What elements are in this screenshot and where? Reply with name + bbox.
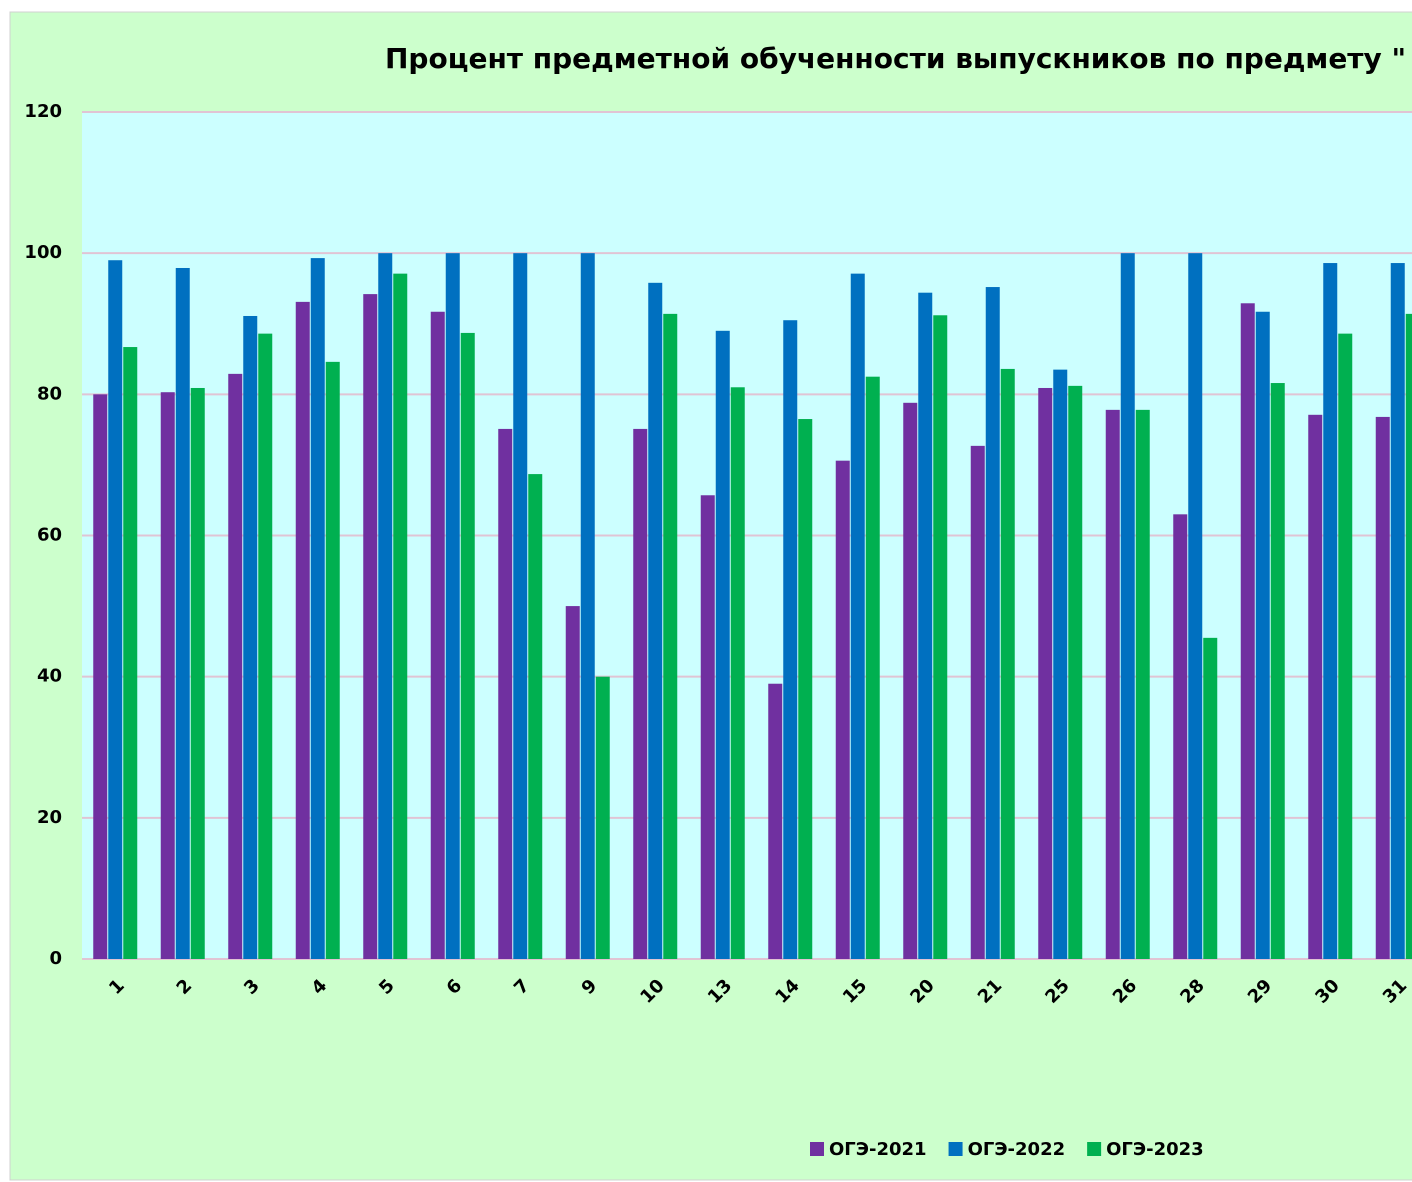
bar [393, 273, 408, 959]
bar [1135, 409, 1150, 959]
bar [363, 294, 378, 960]
bar [108, 260, 123, 960]
bar [1338, 333, 1353, 959]
bar [1405, 313, 1412, 959]
y-tick-label: 20 [37, 807, 62, 828]
bar [633, 428, 648, 959]
bar [430, 311, 445, 959]
bar [1240, 303, 1255, 959]
bar [850, 273, 865, 959]
bar [1173, 514, 1188, 959]
bar [1203, 637, 1218, 959]
legend-label: ОГЭ-2023 [1106, 1139, 1204, 1160]
bar [565, 606, 580, 959]
bar [835, 460, 850, 959]
bar [325, 361, 340, 959]
bar [700, 495, 715, 959]
bar [918, 292, 933, 959]
legend-label: ОГЭ-2021 [829, 1139, 927, 1160]
bar [1120, 253, 1135, 959]
bar [1323, 263, 1338, 959]
bar [595, 676, 610, 959]
legend-swatch [1087, 1142, 1102, 1156]
bar [258, 333, 273, 959]
y-tick-label: 80 [37, 383, 62, 404]
bar [768, 683, 783, 959]
bar [310, 258, 325, 959]
bar [648, 282, 663, 960]
bar [933, 315, 948, 959]
y-tick-label: 100 [24, 242, 62, 263]
y-tick-label: 0 [49, 948, 62, 969]
bar [295, 301, 310, 960]
bar [93, 394, 108, 959]
legend-swatch [948, 1142, 963, 1156]
chart-title: Процент предметной обученности выпускник… [385, 42, 1406, 75]
bar [798, 419, 813, 960]
bar [663, 313, 678, 959]
bar [865, 376, 880, 959]
bar [1255, 311, 1270, 959]
bar [580, 253, 595, 959]
bar [498, 428, 513, 959]
bar [378, 253, 393, 959]
bar [175, 267, 190, 960]
bar [1375, 416, 1390, 959]
bar [528, 474, 543, 959]
bar [1105, 409, 1120, 959]
bar [1308, 414, 1323, 959]
y-tick-label: 60 [37, 525, 62, 546]
bar [730, 387, 745, 959]
legend-label: ОГЭ-2022 [968, 1139, 1066, 1160]
bar [1000, 368, 1015, 959]
bar [783, 320, 798, 959]
bar [1053, 369, 1068, 960]
bar [190, 387, 205, 959]
bar [1038, 387, 1053, 959]
bar [1188, 253, 1203, 959]
bar [970, 445, 985, 960]
bar [123, 347, 138, 960]
bar [160, 392, 175, 959]
bar [715, 330, 730, 959]
bar [243, 315, 258, 959]
legend-swatch [810, 1142, 824, 1156]
bar [1068, 385, 1083, 959]
bar [903, 402, 918, 959]
bar [460, 332, 475, 959]
bar [1270, 383, 1285, 959]
bar [513, 253, 528, 959]
y-tick-label: 120 [24, 101, 62, 122]
bar [445, 253, 460, 959]
bar [1390, 263, 1405, 959]
bar [985, 287, 1000, 960]
y-tick-label: 40 [37, 666, 62, 687]
bar [228, 373, 243, 960]
